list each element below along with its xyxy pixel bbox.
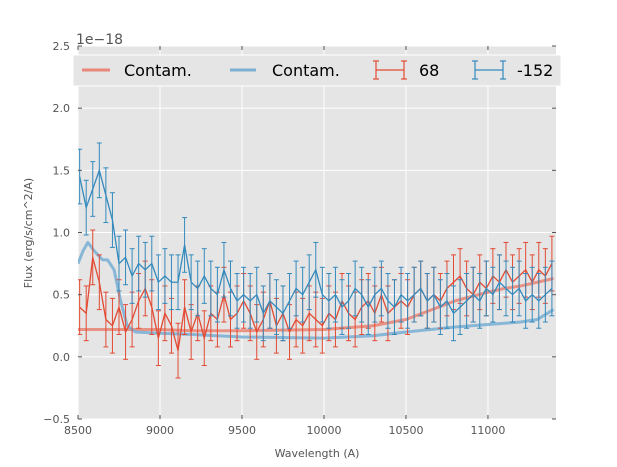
contam-line [78,240,555,340]
y-tick-label: 0.5 [53,289,71,302]
legend: Contam. Contam. 68 -152 [72,54,562,87]
y-tick-label: 1.5 [53,164,71,177]
legend-errorbar-red-icon [373,60,407,80]
legend-label-blue-contam: Contam. [272,61,340,80]
y-tick-label: 2.0 [53,102,71,115]
legend-label-red-contam: Contam. [124,61,192,80]
legend-label-68: 68 [419,61,439,80]
y-tick-label: 1.0 [53,227,71,240]
x-axis-label: Wavelength (A) [275,447,360,460]
legend-label-152: -152 [517,61,553,80]
y-tick-label: −0.5 [43,413,70,426]
contam-line [78,277,554,333]
x-tick-label: 10000 [306,424,341,437]
y-axis-label: Flux (erg/s/cm^2/A) [22,178,35,288]
x-tick-label: 9000 [146,424,174,437]
x-tick-label: 9500 [228,424,256,437]
y-offset-text: 1e−18 [76,32,123,48]
x-tick-label: 8500 [64,424,92,437]
legend-errorbar-blue-icon [472,60,506,80]
y-tick-label: 2.5 [53,40,71,53]
y-tick-label: 0.0 [53,351,71,364]
data-line [79,168,553,315]
x-tick-label: 10500 [388,424,423,437]
plot-marks [78,142,555,379]
grid [77,45,556,420]
x-tick-label: 11000 [470,424,505,437]
ticks: 8500 9000 9500 10000 10500 11000 −0.5 0.0 0.5 1.0… [43,40,556,437]
